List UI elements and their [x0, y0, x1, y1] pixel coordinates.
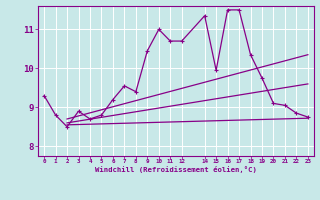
- X-axis label: Windchill (Refroidissement éolien,°C): Windchill (Refroidissement éolien,°C): [95, 166, 257, 173]
